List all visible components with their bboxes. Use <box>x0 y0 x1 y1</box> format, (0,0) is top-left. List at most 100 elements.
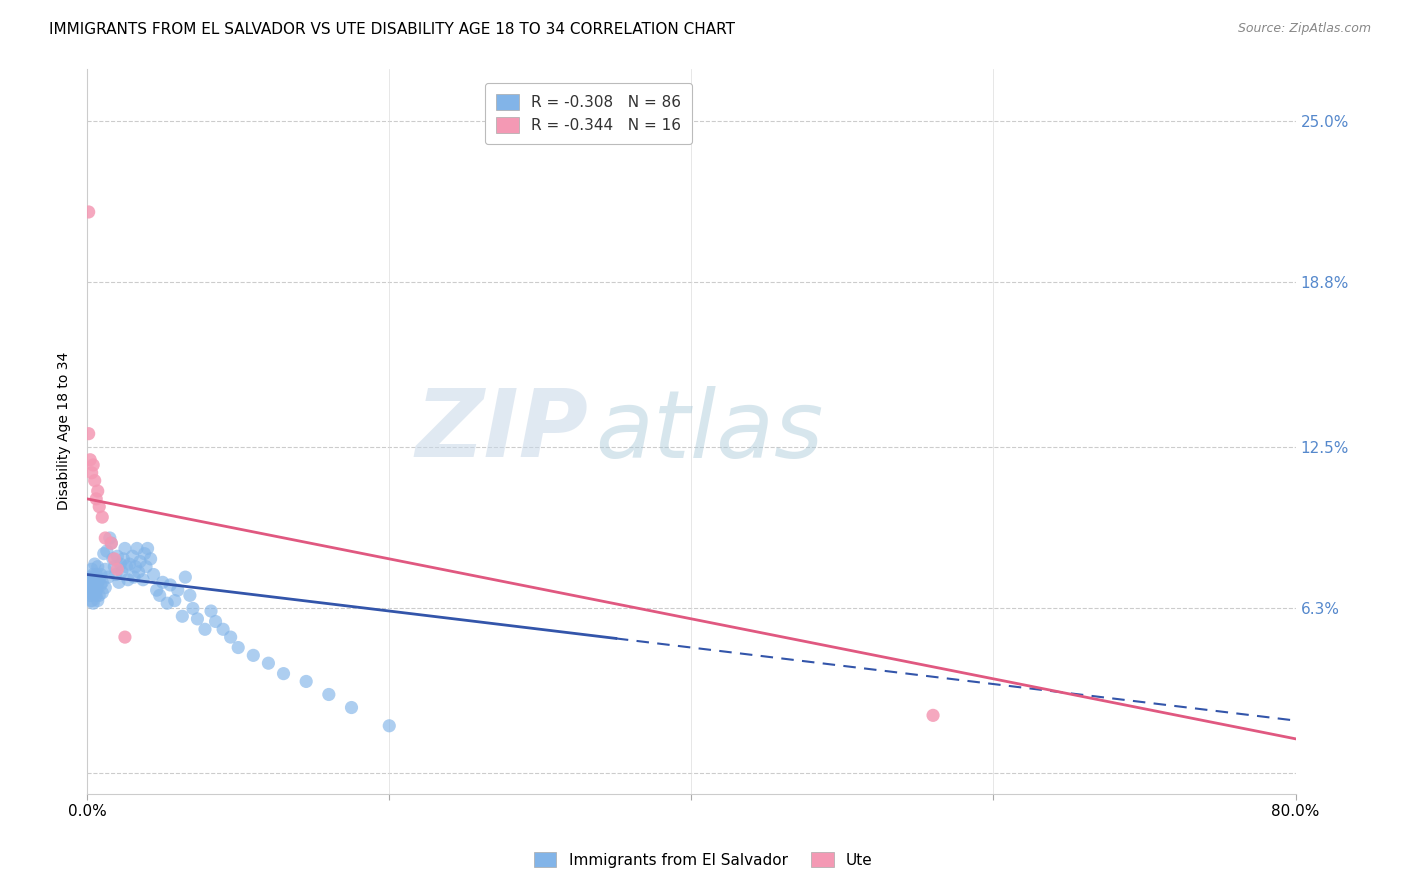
Point <box>121 549 143 564</box>
Legend: Immigrants from El Salvador, Ute: Immigrants from El Salvador, Ute <box>527 846 879 873</box>
Point <box>136 541 159 556</box>
Point <box>91 510 114 524</box>
Point <box>156 596 179 610</box>
Point <box>80 593 103 607</box>
Point <box>149 588 172 602</box>
Point <box>79 452 101 467</box>
Point <box>103 552 125 566</box>
Point <box>125 541 148 556</box>
Point <box>84 578 107 592</box>
Point <box>142 567 165 582</box>
Point <box>82 458 104 472</box>
Point <box>340 700 363 714</box>
Point <box>77 581 100 595</box>
Point <box>84 588 107 602</box>
Point <box>111 565 134 579</box>
Point <box>257 656 280 670</box>
Point <box>77 205 100 219</box>
Point <box>163 593 186 607</box>
Point <box>100 536 122 550</box>
Point <box>134 547 156 561</box>
Point <box>200 604 222 618</box>
Point <box>94 581 117 595</box>
Point <box>80 466 103 480</box>
Point <box>105 562 128 576</box>
Point <box>922 708 945 723</box>
Point <box>83 557 105 571</box>
Point <box>94 562 117 576</box>
Point <box>83 474 105 488</box>
Point <box>80 583 103 598</box>
Point <box>79 570 101 584</box>
Point <box>129 554 152 568</box>
Point <box>80 562 103 576</box>
Point <box>139 552 162 566</box>
Point <box>82 567 104 582</box>
Point <box>90 567 112 582</box>
Point <box>135 559 157 574</box>
Point <box>98 531 121 545</box>
Point <box>108 575 131 590</box>
Point <box>82 596 104 610</box>
Point <box>94 531 117 545</box>
Point <box>93 547 115 561</box>
Point <box>122 570 145 584</box>
Point <box>124 559 146 574</box>
Point <box>186 612 208 626</box>
Point <box>89 588 111 602</box>
Point <box>84 567 107 582</box>
Point <box>79 588 101 602</box>
Point <box>84 583 107 598</box>
Point <box>128 565 150 579</box>
Text: ZIP: ZIP <box>416 385 589 477</box>
Point <box>114 541 136 556</box>
Point <box>204 615 226 629</box>
Point <box>87 559 110 574</box>
Point <box>96 544 118 558</box>
Point <box>105 549 128 564</box>
Point <box>90 578 112 592</box>
Point <box>378 719 401 733</box>
Point <box>91 586 114 600</box>
Point <box>83 573 105 587</box>
Point <box>219 630 242 644</box>
Point <box>194 622 217 636</box>
Point <box>82 578 104 592</box>
Point <box>166 583 188 598</box>
Point <box>273 666 295 681</box>
Point <box>174 570 197 584</box>
Point <box>77 583 100 598</box>
Point <box>181 601 204 615</box>
Point <box>172 609 194 624</box>
Text: IMMIGRANTS FROM EL SALVADOR VS UTE DISABILITY AGE 18 TO 34 CORRELATION CHART: IMMIGRANTS FROM EL SALVADOR VS UTE DISAB… <box>49 22 735 37</box>
Point <box>79 588 101 602</box>
Point <box>79 578 101 592</box>
Text: atlas: atlas <box>595 385 823 476</box>
Point <box>87 484 110 499</box>
Point <box>77 426 100 441</box>
Point <box>87 593 110 607</box>
Point <box>100 536 122 550</box>
Point <box>318 688 340 702</box>
Point <box>118 557 141 571</box>
Point <box>145 583 167 598</box>
Legend: R = -0.308   N = 86, R = -0.344   N = 16: R = -0.308 N = 86, R = -0.344 N = 16 <box>485 84 692 144</box>
Point <box>242 648 264 663</box>
Point <box>114 630 136 644</box>
Point <box>79 578 101 592</box>
Point <box>101 552 124 566</box>
Point <box>159 578 181 592</box>
Point <box>87 575 110 590</box>
Point <box>79 586 101 600</box>
Point <box>104 567 127 582</box>
Point <box>132 573 155 587</box>
Point <box>83 581 105 595</box>
Point <box>84 491 107 506</box>
Point <box>110 557 132 571</box>
Point <box>112 552 135 566</box>
Point <box>80 581 103 595</box>
Point <box>117 573 139 587</box>
Point <box>83 586 105 600</box>
Point <box>80 573 103 587</box>
Point <box>226 640 249 655</box>
